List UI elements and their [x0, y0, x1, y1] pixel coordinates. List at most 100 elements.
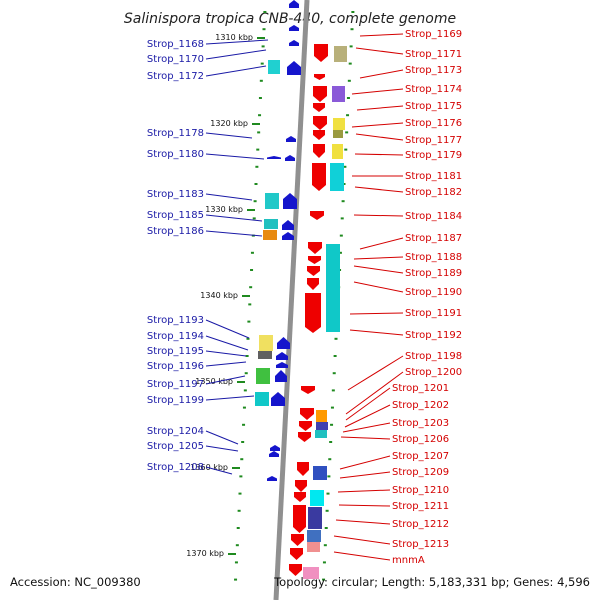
reverse-gene-arrow	[276, 362, 288, 368]
label-connector	[339, 471, 391, 479]
gene-label-right: Strop_1200	[405, 367, 462, 378]
reverse-gene-arrow	[283, 193, 297, 209]
gene-label-left: Strop_1185	[147, 210, 204, 221]
label-connector	[338, 504, 391, 507]
scale-tick-label: 1370 kbp	[186, 549, 224, 558]
map-title: Salinispora tropica CNB-440, complete ge…	[124, 11, 456, 27]
label-connector	[356, 105, 404, 111]
label-connector	[337, 489, 391, 493]
gene-label-right: Strop_1198	[405, 351, 462, 362]
cog-block	[333, 130, 343, 138]
label-connector	[345, 387, 391, 421]
gene-label-left: Strop_1195	[147, 346, 204, 357]
cog-block	[310, 490, 324, 506]
label-connector	[354, 186, 404, 193]
reverse-gene-arrow	[289, 25, 299, 31]
cog-block	[315, 430, 327, 438]
label-connector	[359, 237, 404, 250]
cog-color-blocks	[255, 46, 347, 579]
forward-gene-arrow	[313, 103, 325, 112]
reverse-gene-arrow	[271, 392, 285, 406]
forward-gene-arrow	[313, 116, 327, 130]
forward-gene-arrow	[293, 505, 306, 533]
reverse-gene-arrow	[275, 370, 287, 382]
gene-label-left: Strop_1196	[147, 361, 204, 372]
cog-block	[256, 368, 270, 384]
forward-gene-arrow	[291, 534, 304, 546]
label-connector	[205, 65, 267, 77]
label-connector	[342, 422, 391, 433]
label-connector	[353, 265, 404, 274]
label-connector	[205, 335, 249, 351]
forward-gene-arrow	[294, 492, 306, 502]
label-connectors	[205, 33, 404, 561]
forward-gene-arrow	[305, 293, 321, 333]
forward-gene-arrow	[313, 86, 327, 102]
gene-label-left: Strop_1208	[147, 462, 204, 473]
forward-gene-arrow	[295, 480, 307, 492]
gene-label-right: Strop_1177	[405, 135, 462, 146]
label-connector	[351, 88, 404, 95]
label-connector	[353, 281, 404, 293]
reverse-gene-arrow	[285, 155, 295, 161]
label-connector	[353, 256, 404, 260]
label-connector	[333, 551, 391, 561]
label-connector	[344, 404, 391, 428]
scale-tick-label: 1310 kbp	[215, 33, 253, 42]
label-connector	[359, 69, 404, 79]
gene-label-right: Strop_1179	[405, 150, 462, 161]
reverse-gene-arrow	[277, 337, 290, 349]
forward-gene-arrow	[310, 211, 324, 220]
gene-label-right: Strop_1175	[405, 101, 462, 112]
gene-label-right: Strop_1188	[405, 252, 462, 263]
gene-label-left: Strop_1180	[147, 149, 204, 160]
gene-label-right: Strop_1191	[405, 308, 462, 319]
forward-gene-arrow	[307, 266, 320, 276]
label-connector	[205, 49, 267, 60]
forward-gene-arrow	[290, 548, 303, 560]
gene-label-right: Strop_1209	[392, 467, 449, 478]
label-connector	[349, 312, 404, 315]
reverse-gene-arrow	[282, 220, 294, 230]
cog-block	[332, 86, 345, 102]
label-connector	[353, 214, 404, 217]
gene-label-right: Strop_1201	[392, 383, 449, 394]
label-connector	[205, 361, 247, 367]
cog-block	[326, 244, 340, 332]
label-connector	[347, 355, 404, 391]
gene-label-left: Strop_1193	[147, 315, 204, 326]
gene-label-right: Strop_1192	[405, 330, 462, 341]
cog-block	[303, 567, 319, 579]
cog-block	[316, 422, 328, 430]
label-connector	[359, 33, 404, 37]
forward-gene-arrow	[314, 44, 328, 62]
gene-label-left: Strop_1168	[147, 39, 204, 50]
label-connector	[339, 455, 391, 470]
gene-label-left: Strop_1178	[147, 128, 204, 139]
gene-label-right: Strop_1210	[392, 485, 449, 496]
label-connector	[355, 133, 404, 141]
label-connector	[354, 153, 404, 156]
gene-label-right: Strop_1212	[392, 519, 449, 530]
label-connector	[205, 395, 255, 401]
gene-label-left: Strop_1172	[147, 71, 204, 82]
gene-label-left: Strop_1204	[147, 426, 204, 437]
cog-block	[316, 410, 327, 422]
label-connector	[333, 535, 391, 545]
gene-label-left: Strop_1170	[147, 54, 204, 65]
cog-block	[333, 118, 345, 130]
cog-block	[334, 46, 347, 62]
gene-label-right: Strop_1174	[405, 84, 462, 95]
cog-block	[258, 351, 272, 359]
label-connector	[355, 47, 404, 55]
forward-gene-arrow	[298, 432, 311, 442]
label-connector	[205, 375, 246, 385]
reverse-gene-arrow	[267, 156, 281, 159]
cog-block	[330, 163, 344, 191]
label-connector	[205, 319, 250, 339]
gene-label-left: Strop_1183	[147, 189, 204, 200]
genome-info-text: Topology: circular; Length: 5,183,331 bp…	[273, 575, 590, 589]
label-connector	[340, 436, 391, 440]
gene-label-right: Strop_1211	[392, 501, 449, 512]
